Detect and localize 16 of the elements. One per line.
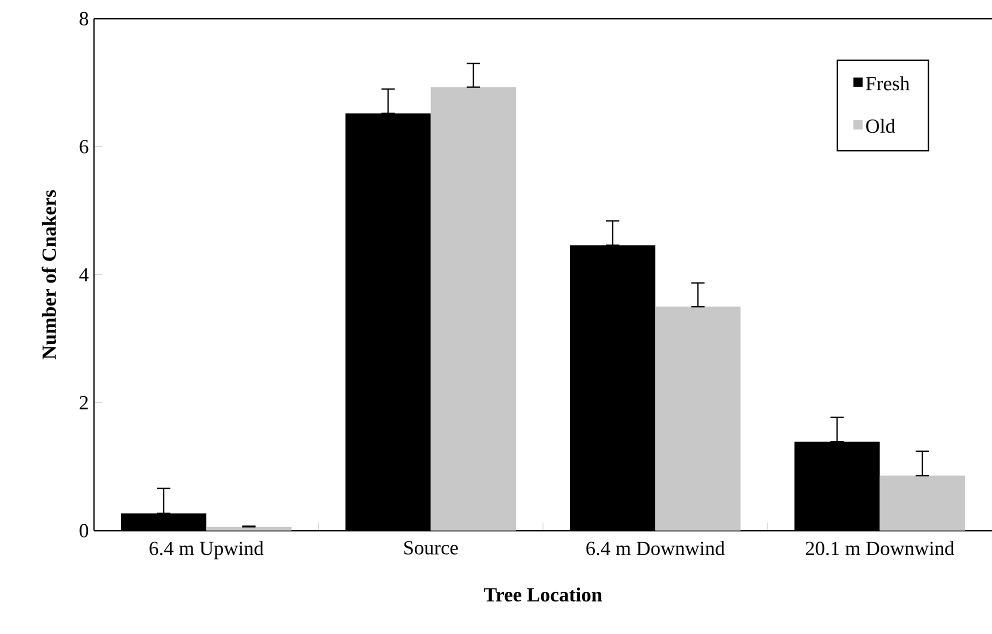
x-tick-label: Source: [404, 541, 458, 555]
y-tick-label: 4: [79, 268, 89, 282]
x-tick-label: 6.4 m Downwind: [586, 541, 725, 556]
y-tick-label: 6: [80, 140, 88, 154]
x-tick-label: 6.4 m Upwind: [150, 541, 264, 560]
x-axis-title: Tree Location: [484, 587, 602, 602]
legend-label: Old: [866, 118, 896, 133]
bar: [880, 476, 966, 531]
y-axis-title: Number of Cnakers: [42, 190, 56, 360]
y-tick-label: 0: [80, 524, 88, 538]
legend-label: Fresh: [866, 76, 910, 90]
y-tick-label: 2: [80, 396, 88, 410]
bar: [430, 87, 516, 531]
x-tick-label: 20.1 m Downwind: [806, 541, 954, 556]
bar: [655, 306, 741, 531]
y-tick-label: 8: [80, 12, 88, 26]
